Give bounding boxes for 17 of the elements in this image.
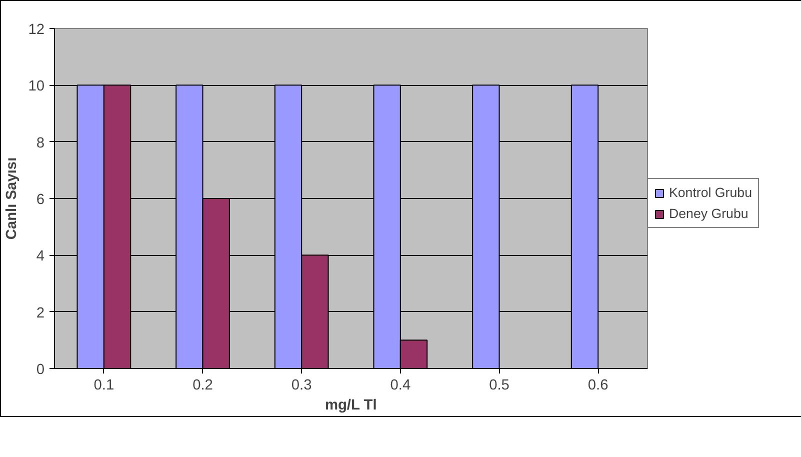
y-tick-label: 10 xyxy=(28,78,45,95)
y-tick-label: 12 xyxy=(28,22,45,38)
x-tick-label: 0.1 xyxy=(94,378,114,394)
y-axis-title: Canlı Sayısı xyxy=(4,157,20,240)
legend-label: Kontrol Grubu xyxy=(669,185,752,200)
x-tick-label: 0.2 xyxy=(192,378,213,394)
x-axis-title: mg/L Tl xyxy=(324,398,377,414)
y-tick-label: 2 xyxy=(36,305,45,322)
legend-label: Deney Grubu xyxy=(669,206,748,221)
y-tick-label: 8 xyxy=(36,135,45,152)
y-tick-label: 4 xyxy=(36,248,45,265)
x-tick-label: 0.5 xyxy=(489,378,510,394)
x-tick-label: 0.6 xyxy=(588,378,608,394)
y-tick-label: 6 xyxy=(36,192,45,208)
x-tick-label: 0.3 xyxy=(291,378,312,394)
x-tick-label: 0.4 xyxy=(390,378,411,394)
y-tick-label: 0 xyxy=(36,362,45,378)
